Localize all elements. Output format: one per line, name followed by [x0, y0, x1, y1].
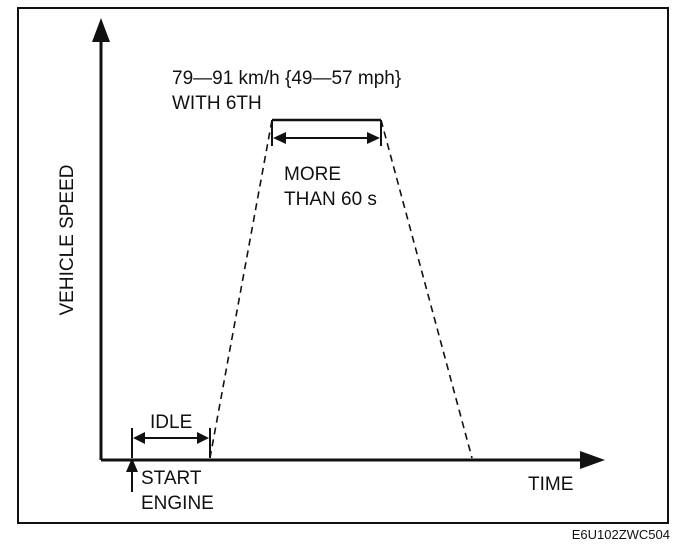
ramp-up-dashed-line — [209, 119, 273, 459]
y-axis-label: VEHICLE SPEED — [57, 164, 78, 316]
idle-label: IDLE — [150, 412, 193, 433]
ramp-down-dashed-line — [380, 119, 473, 459]
duration-arrow-right-icon — [367, 132, 380, 144]
duration-label-line2: THAN 60 s — [284, 189, 377, 210]
diagram-frame — [17, 7, 669, 524]
gear-label: WITH 6TH — [172, 93, 262, 114]
y-axis-arrow-icon — [92, 18, 110, 42]
duration-arrow-left-icon — [273, 132, 286, 144]
figure-code: E6U102ZWC504 — [571, 527, 670, 542]
speed-range-label: 79—91 km/h {49—57 mph} — [172, 68, 402, 89]
idle-arrow-left-icon — [133, 432, 145, 444]
start-engine-label-line2: ENGINE — [141, 493, 214, 514]
idle-arrow-right-icon — [197, 432, 209, 444]
start-engine-arrow-icon — [126, 458, 138, 472]
start-engine-label-line1: START — [141, 468, 202, 489]
duration-label-line1: MORE — [284, 164, 341, 185]
x-axis-label: TIME — [528, 474, 574, 495]
x-axis-arrow-icon — [580, 451, 605, 469]
